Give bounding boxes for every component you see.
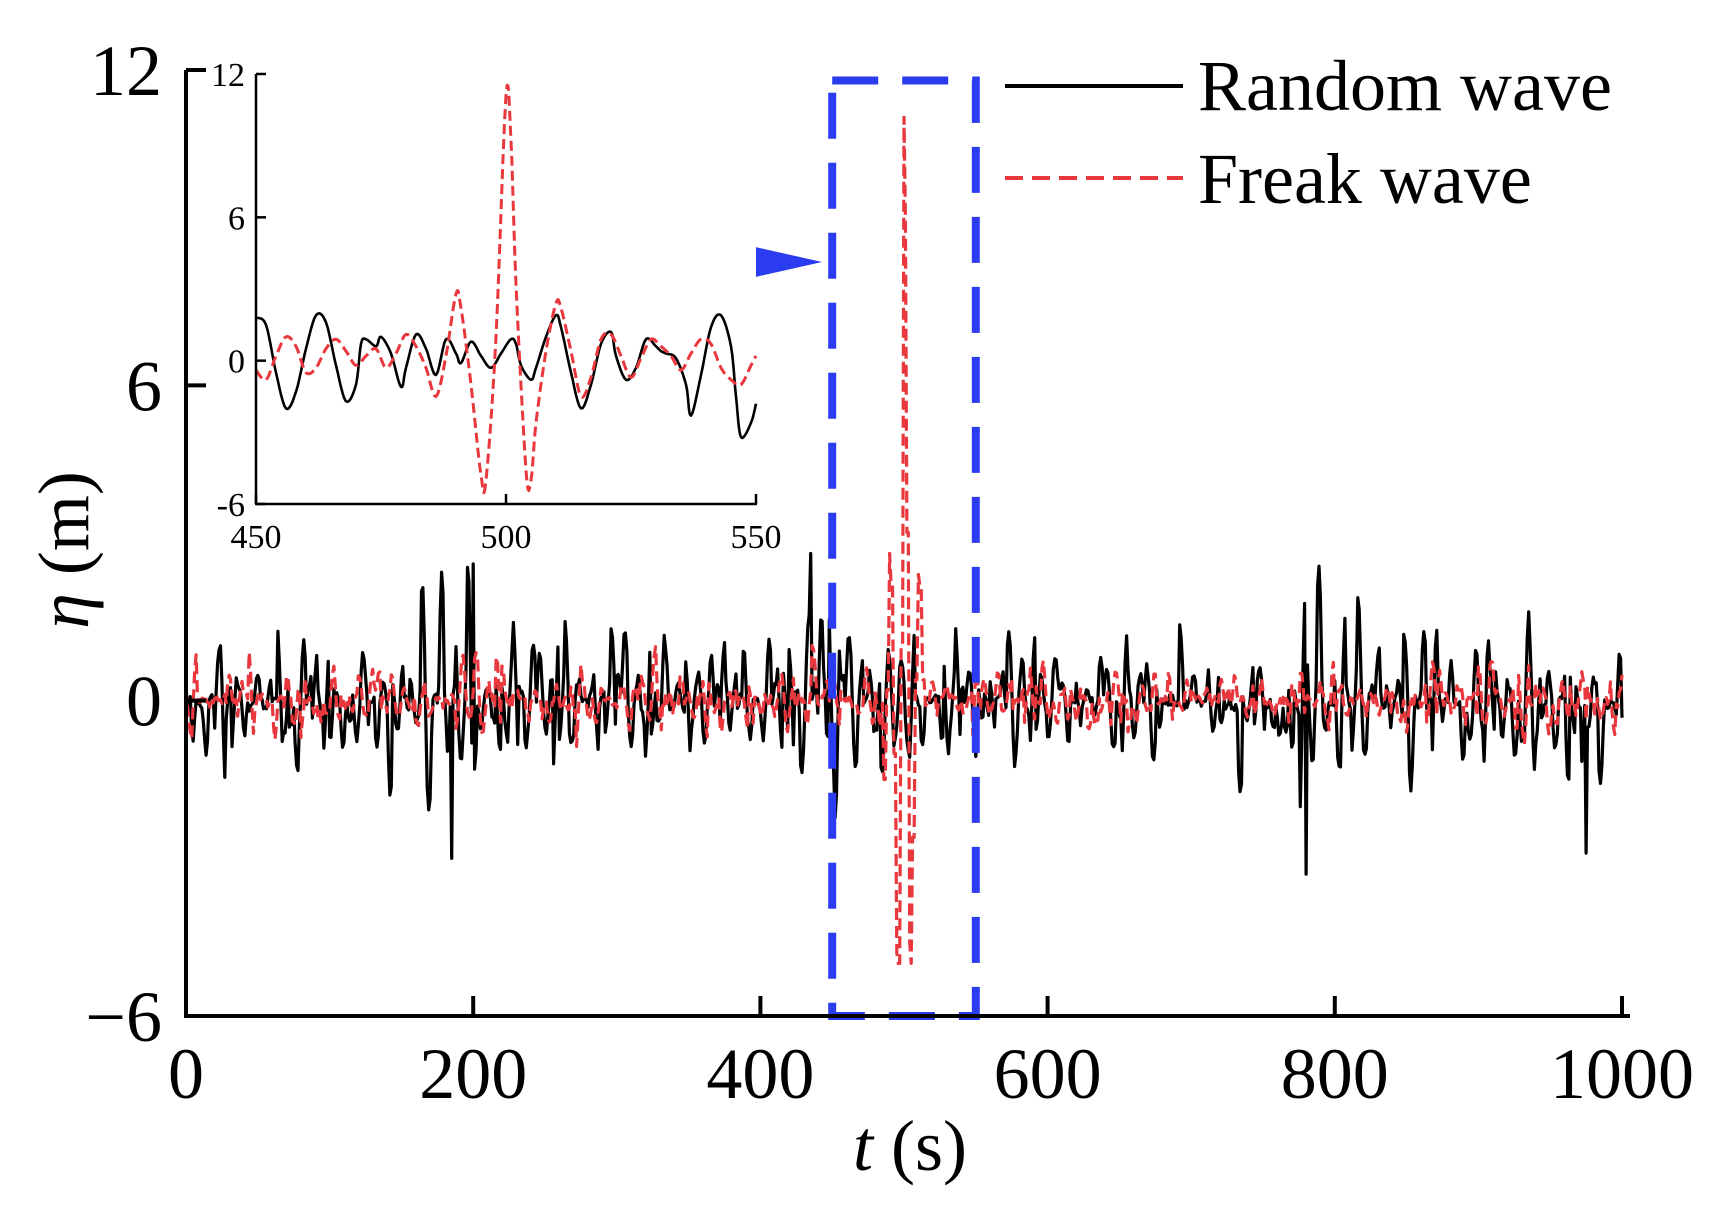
legend-label-random-wave: Random wave — [1198, 46, 1612, 126]
y-axis-unit: (m) — [24, 471, 104, 575]
x-tick-label-0: 0 — [168, 1034, 204, 1114]
inset-x-tick-label-550: 550 — [731, 519, 782, 556]
legend-label-freak-wave: Freak wave — [1198, 139, 1532, 219]
x-tick-label-1000: 1000 — [1550, 1034, 1694, 1114]
inset-line-random-wave — [255, 312, 758, 440]
x-tick-label-200: 200 — [419, 1034, 527, 1114]
x-tick-label-600: 600 — [994, 1034, 1102, 1114]
inset-background — [256, 72, 756, 504]
x-tick-label-400: 400 — [706, 1034, 814, 1114]
y-tick-label--6: −6 — [85, 977, 162, 1057]
inset-y-tick-label-6: 6 — [228, 200, 245, 237]
zoom-arrow-head — [742, 244, 822, 280]
inset-plot: 450 500 550 -6 0 6 12 — [211, 57, 782, 556]
inset-ticks — [254, 72, 758, 506]
x-axis-title: t (s) — [853, 1106, 967, 1186]
y-axis-symbol: η — [24, 593, 104, 629]
inset-series-random-wave — [255, 312, 758, 440]
y-tick-label-6: 6 — [126, 346, 162, 426]
y-tick-label-0: 0 — [126, 662, 162, 742]
inset-y-tick-label--6: -6 — [217, 487, 245, 524]
inset-y-tick-label-0: 0 — [228, 344, 245, 381]
x-axis-unit: (s) — [891, 1106, 967, 1186]
inset-y-tick-label-12: 12 — [211, 57, 245, 94]
inset-x-tick-label-500: 500 — [481, 519, 532, 556]
y-axis-title: η (m) — [24, 471, 104, 629]
inset-line-freak-wave — [254, 83, 758, 495]
inset-tick-labels: 450 500 550 -6 0 6 12 — [211, 57, 782, 556]
series-freak-wave — [184, 115, 1624, 965]
inset-series-freak-wave — [254, 83, 758, 495]
x-axis-symbol: t — [853, 1106, 875, 1186]
series-line-freak-wave — [184, 115, 1624, 965]
x-tick-label-800: 800 — [1281, 1034, 1389, 1114]
y-tick-label-12: 12 — [90, 31, 162, 111]
main-ticks — [184, 68, 1624, 1018]
legend: Random wave Freak wave — [1005, 46, 1612, 219]
inset-x-tick-label-450: 450 — [231, 519, 282, 556]
